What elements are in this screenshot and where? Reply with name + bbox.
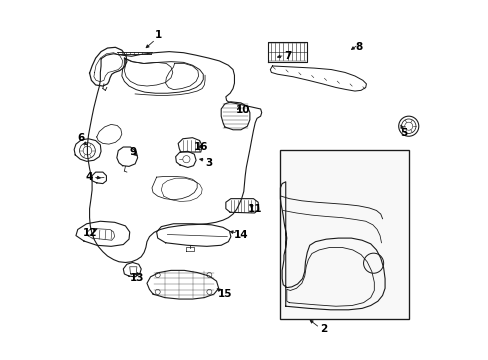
Text: 4: 4 [86,172,93,182]
Text: 14: 14 [233,230,248,239]
Text: 7: 7 [283,51,291,61]
Text: 15: 15 [217,289,231,299]
Text: 6: 6 [77,133,84,143]
Polygon shape [279,150,408,319]
Text: 5: 5 [400,128,407,138]
Text: 11: 11 [247,204,262,215]
Text: 9: 9 [129,147,137,157]
Text: 2: 2 [319,324,326,334]
Text: 1: 1 [155,30,162,40]
Text: 10: 10 [235,105,249,115]
Text: 13: 13 [129,273,144,283]
Text: 8: 8 [355,42,362,52]
Text: 12: 12 [82,228,97,238]
Text: 3: 3 [204,158,212,168]
Text: 16: 16 [193,142,207,152]
